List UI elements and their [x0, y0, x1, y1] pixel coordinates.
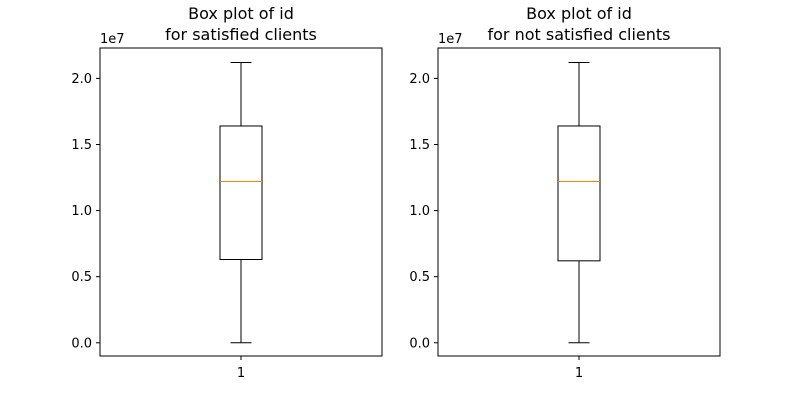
- y-tick-label: 0.0: [409, 336, 430, 351]
- y-tick-label: 1.0: [71, 204, 92, 219]
- x-tick-label: 1: [237, 366, 245, 381]
- box: [557, 125, 601, 262]
- y-offset-label: 1e7: [100, 32, 125, 47]
- subplot-not-satisfied: Box plot of id for not satisfied clients 1…: [409, 4, 721, 381]
- y-tick-label: 0.0: [71, 336, 92, 351]
- y-tick-label: 2.0: [409, 72, 430, 87]
- y-tick-label: 0.5: [409, 270, 430, 285]
- y-tick-label: 1.5: [71, 138, 92, 153]
- axes-frame: [437, 47, 721, 357]
- subplot-satisfied: Box plot of id for satisfied clients 1e7 0.…: [71, 4, 383, 381]
- box: [219, 125, 263, 261]
- chart-title-line: for not satisfied clients: [487, 25, 670, 44]
- x-tick-label: 1: [575, 366, 583, 381]
- y-tick-label: 1.0: [409, 204, 430, 219]
- y-offset-label: 1e7: [438, 32, 463, 47]
- axes-frame: [99, 47, 383, 357]
- chart-title-line: Box plot of id: [188, 4, 294, 23]
- chart-title-line: Box plot of id: [526, 4, 632, 23]
- y-tick-label: 1.5: [409, 138, 430, 153]
- y-tick-label: 0.5: [71, 270, 92, 285]
- chart-title-line: for satisfied clients: [165, 25, 317, 44]
- y-tick-label: 2.0: [71, 72, 92, 87]
